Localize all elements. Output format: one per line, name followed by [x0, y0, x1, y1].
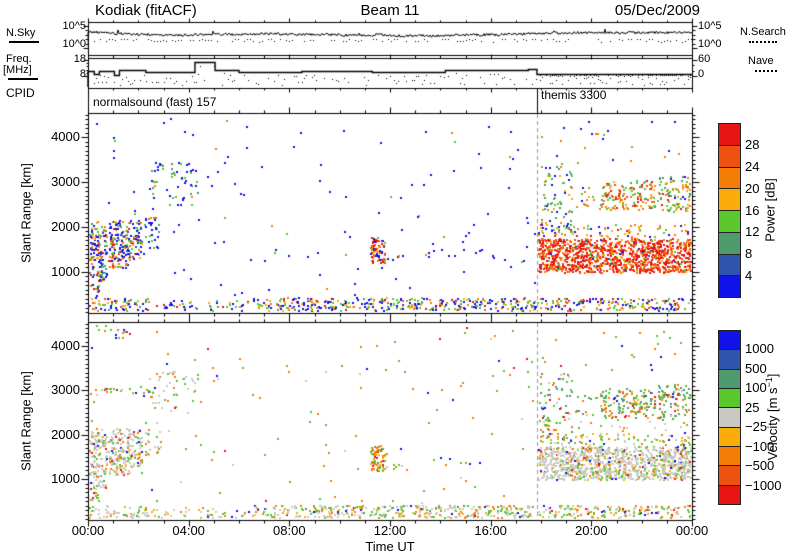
- power-cb-tick-label: 16: [745, 202, 760, 218]
- nave-scale-bottom: 0: [698, 68, 705, 80]
- colorbar-segment: [719, 231, 740, 254]
- freq-scale-top: 18: [73, 53, 86, 65]
- page-title: Kodiak (fitACF): [95, 2, 197, 19]
- nave-scale-top: 60: [698, 53, 711, 65]
- range-tick-label: 2000: [51, 426, 80, 442]
- colorbar-segment: [719, 124, 740, 145]
- x-tick-label: 04:00: [172, 523, 205, 538]
- nsky-series-label: N.Sky: [6, 27, 36, 39]
- time-axis-label: Time UT: [365, 539, 415, 554]
- nsearch-series-label: N.Search: [740, 26, 786, 38]
- range-tick-label: 4000: [51, 129, 80, 145]
- nsky-scale-top-left: 10^5: [62, 20, 86, 32]
- colorbar-segment: [719, 331, 740, 350]
- cpid-normalsound-label: normalsound (fast) 157: [93, 95, 217, 109]
- colorbar-segment: [719, 253, 740, 276]
- dotted-line-sample: [749, 41, 777, 43]
- velocity-cb-tick-label: 100: [745, 380, 767, 396]
- velocity-cb-tick-label: −500: [745, 458, 775, 474]
- x-tick-label: 12:00: [373, 523, 407, 538]
- cpid-themis-label: themis 3300: [541, 88, 607, 102]
- velocity-cb-tick-label: −25: [745, 419, 768, 435]
- power-cb-tick-label: 28: [745, 136, 760, 152]
- mhz-unit-label: [MHz]: [3, 64, 32, 76]
- colorbar-segment: [719, 144, 740, 167]
- x-tick-label: 16:00: [474, 523, 507, 538]
- power-cb-tick-label: 20: [745, 180, 760, 196]
- nsky-scale-bottom-left: 10^0: [62, 38, 86, 50]
- freq-axis-label: Freq.: [6, 53, 32, 65]
- x-tick-label: 20:00: [575, 523, 608, 538]
- range-tick-label: 3000: [51, 174, 80, 190]
- colorbar-segment: [719, 465, 740, 485]
- velocity-cb-tick-label: 25: [745, 399, 760, 415]
- range-tick-label: 1000: [51, 471, 80, 487]
- colorbar-segment: [719, 210, 740, 232]
- colorbar-segment: [719, 349, 740, 369]
- range-tick-label: 2000: [51, 218, 80, 234]
- beam-label: Beam 11: [360, 2, 420, 19]
- nsky-scale-top-right: 10^5: [698, 20, 722, 32]
- nave-series-label: Nave: [748, 55, 774, 67]
- x-tick-label: 08:00: [273, 523, 306, 538]
- nsky-scale-bottom-right: 10^0: [698, 38, 722, 50]
- power-cb-tick-label: 24: [745, 158, 760, 174]
- colorbar-segment: [719, 166, 740, 189]
- date-label: 05/Dec/2009: [614, 2, 700, 19]
- x-tick-label: 00:00: [71, 523, 105, 538]
- colorbar-segment: [719, 387, 740, 408]
- range-tick-label: 3000: [51, 382, 80, 398]
- colorbar-segment: [719, 484, 740, 504]
- cpid-axis-label: CPID: [6, 86, 35, 100]
- colorbar-segment: [719, 445, 740, 466]
- colorbar-segment: [719, 368, 740, 388]
- power-cb-tick-label: 12: [745, 224, 760, 240]
- velocity-cb-tick-label: −1000: [745, 477, 782, 493]
- solid-line-sample: [9, 41, 39, 43]
- velocity-cb-tick-label: 500: [745, 360, 767, 376]
- colorbar-segment: [719, 407, 740, 427]
- range-tick-label: 1000: [51, 263, 80, 279]
- velocity-colorbar: [718, 330, 741, 505]
- power-cb-tick-label: 4: [745, 268, 753, 284]
- power-cb-tick-label: 8: [745, 246, 753, 262]
- colorbar-segment: [719, 275, 740, 297]
- power-colorbar: [718, 123, 741, 298]
- velocity-cb-tick-label: −100: [745, 438, 775, 454]
- solid-line-sample: [8, 78, 38, 80]
- dotted-line-sample: [755, 70, 777, 72]
- velocity-cb-tick-label: 1000: [745, 341, 774, 357]
- x-tick-label: 00:00: [675, 523, 709, 538]
- freq-scale-bottom: 8: [79, 68, 86, 80]
- range-tick-label: 4000: [51, 337, 80, 353]
- colorbar-segment: [719, 426, 740, 446]
- colorbar-segment: [719, 188, 740, 210]
